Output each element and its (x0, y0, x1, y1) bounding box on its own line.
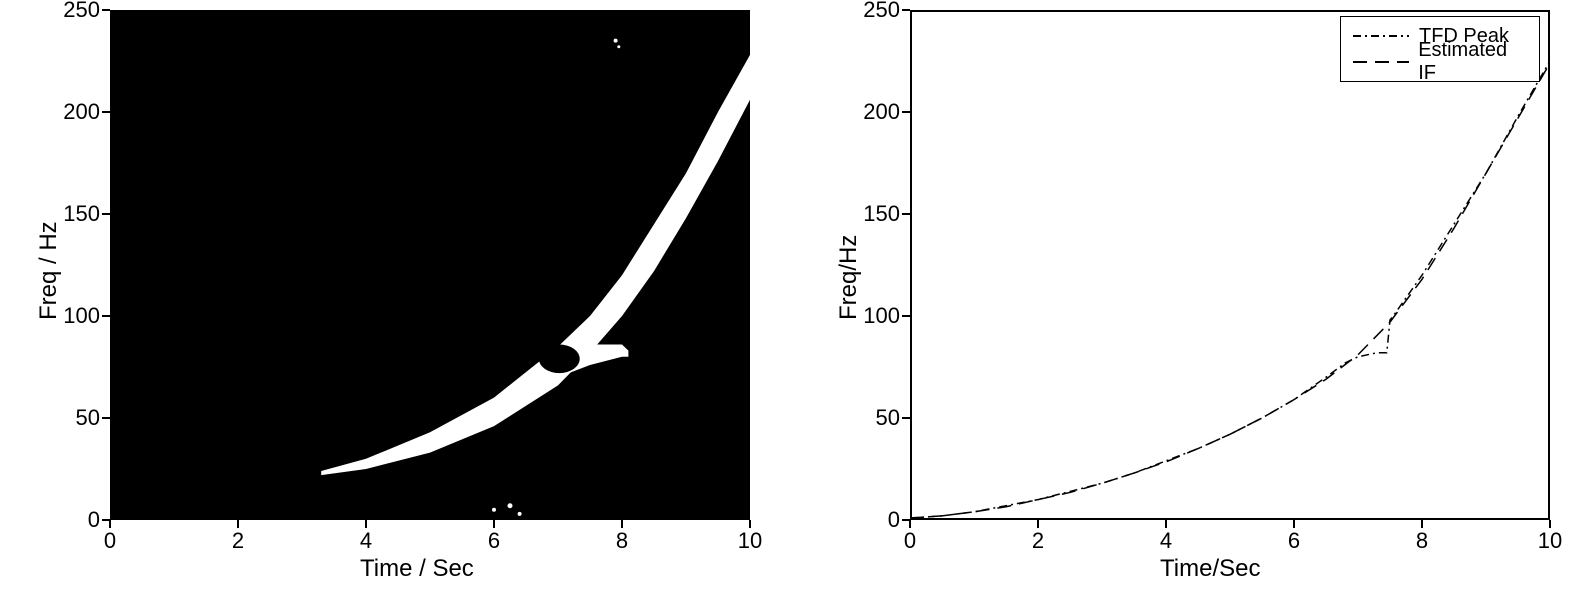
right-xlabel: Time/Sec (1160, 555, 1260, 583)
xtick (621, 520, 623, 528)
xtick-label: 8 (1402, 528, 1442, 554)
xtick-label: 4 (346, 528, 386, 554)
ytick-label: 0 (850, 507, 900, 533)
xtick-label: 10 (1530, 528, 1570, 554)
xtick (1549, 520, 1551, 528)
ytick-label: 250 (50, 0, 100, 23)
chart-legend: TFD PeakEstimated IF (1340, 16, 1540, 82)
xtick (909, 520, 911, 528)
xtick (749, 520, 751, 528)
left-chart-panel: 0246810 050100150200250 Time / Sec Freq … (0, 0, 800, 600)
xtick-label: 4 (1146, 528, 1186, 554)
xtick (1293, 520, 1295, 528)
xtick-label: 6 (1274, 528, 1314, 554)
xtick-label: 8 (602, 528, 642, 554)
ytick (102, 9, 110, 11)
xtick-label: 2 (218, 528, 258, 554)
ytick (902, 315, 910, 317)
ytick (902, 213, 910, 215)
ytick (102, 417, 110, 419)
ytick (902, 111, 910, 113)
ytick (102, 519, 110, 521)
ytick (102, 213, 110, 215)
right-ylabel: Freq/Hz (835, 235, 863, 320)
ytick-label: 250 (850, 0, 900, 23)
right-plot-area (910, 10, 1550, 520)
xtick (493, 520, 495, 528)
xtick-label: 6 (474, 528, 514, 554)
left-plot-area (110, 10, 750, 520)
right-chart-panel: 0246810 050100150200250 Time/Sec Freq/Hz… (800, 0, 1570, 600)
ytick (102, 315, 110, 317)
xtick (1037, 520, 1039, 528)
ytick-label: 50 (850, 405, 900, 431)
ytick-label: 200 (850, 99, 900, 125)
ytick (902, 519, 910, 521)
ytick-label: 150 (850, 201, 900, 227)
xtick (365, 520, 367, 528)
xtick (237, 520, 239, 528)
ytick-label: 200 (50, 99, 100, 125)
left-ylabel: Freq / Hz (35, 221, 63, 320)
legend-item: Estimated IF (1351, 49, 1529, 75)
ytick-label: 50 (50, 405, 100, 431)
xtick-label: 10 (730, 528, 770, 554)
left-xlabel: Time / Sec (360, 555, 474, 583)
legend-label: Estimated IF (1418, 39, 1529, 85)
ytick (902, 9, 910, 11)
ytick (902, 417, 910, 419)
ytick-label: 0 (50, 507, 100, 533)
ytick (102, 111, 110, 113)
xtick-label: 2 (1018, 528, 1058, 554)
xtick (109, 520, 111, 528)
xtick (1421, 520, 1423, 528)
xtick (1165, 520, 1167, 528)
